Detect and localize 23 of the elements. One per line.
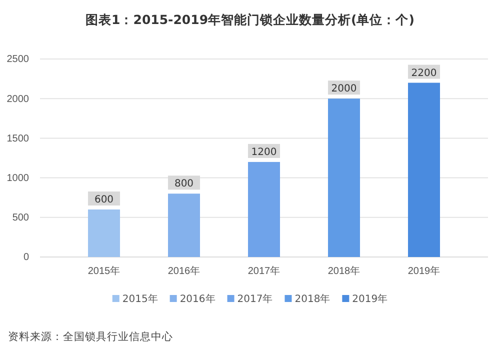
y-tick-label: 2500 <box>6 54 30 66</box>
x-tick-label: 2017年 <box>248 265 280 278</box>
data-label: 600 <box>94 194 114 206</box>
legend-label: 2017年 <box>237 293 273 305</box>
y-tick-label: 1500 <box>6 133 30 144</box>
data-label: 800 <box>174 178 194 190</box>
data-label: 2000 <box>331 84 357 95</box>
legend-label: 2016年 <box>180 293 216 305</box>
legend-label: 2015年 <box>122 293 158 305</box>
text: 资料来源：全国锁具行业信息中心 <box>8 330 173 343</box>
x-tick-label: 2019年 <box>408 265 440 278</box>
data-label: 2200 <box>411 68 437 79</box>
legend-label: 2018年 <box>294 293 330 305</box>
data-label: 1200 <box>251 146 277 158</box>
y-tick-label: 0 <box>23 252 30 264</box>
x-tick-label: 2015年 <box>88 265 120 278</box>
x-tick-label: 2018年 <box>328 265 360 278</box>
y-tick-label: 500 <box>12 212 30 224</box>
legend-label: 2019年 <box>352 293 388 305</box>
y-tick-label: 1000 <box>6 173 30 184</box>
y-tick-label: 2000 <box>6 94 30 105</box>
x-tick-label: 2016年 <box>168 265 200 278</box>
chart-title: 图表1：2015-2019年智能门锁企业数量分析(单位：个) <box>86 12 414 27</box>
